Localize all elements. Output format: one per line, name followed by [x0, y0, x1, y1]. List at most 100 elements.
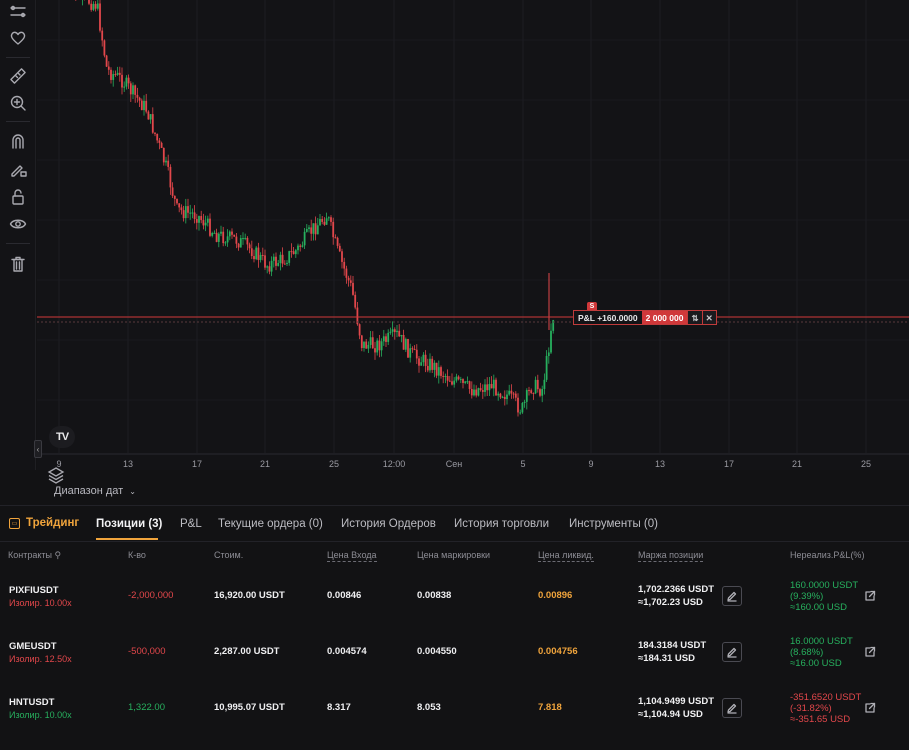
entry-price: 0.00846 [327, 590, 362, 601]
tab-open-orders[interactable]: Текущие ордера (0) [218, 518, 323, 530]
tab-trading-label: Трейдинг [26, 517, 80, 529]
contract-symbol[interactable]: GMEUSDT [9, 641, 57, 652]
unrealized-pnl: 160.0000 USDT (9.39%) ≈160.00 USD [790, 580, 858, 613]
candlestick-canvas[interactable] [37, 0, 909, 470]
tradingview-logo[interactable]: TV [49, 426, 75, 448]
share-link-icon[interactable] [864, 645, 878, 659]
x-axis-tick: 9 [56, 459, 62, 469]
panel-tabs: ▭ Трейдинг Позиции (3) P&L Текущие ордер… [0, 506, 909, 542]
position-value: 2,287.00 USDT [214, 646, 280, 657]
position-qty: -500,000 [128, 646, 166, 657]
x-axis-tick: 13 [654, 459, 666, 469]
pencil-lock-icon[interactable] [8, 159, 28, 179]
header-contracts[interactable]: Контракты ⚲ [8, 550, 62, 560]
unlock-icon[interactable] [8, 187, 28, 207]
liq-price: 7.818 [538, 702, 562, 713]
header-liq-price[interactable]: Цена ликвид. [538, 550, 594, 562]
x-axis-tick: 17 [191, 459, 203, 469]
ruler-lines-icon[interactable] [8, 2, 28, 22]
x-axis-tick: 13 [122, 459, 134, 469]
position-row[interactable]: GMEUSDT Изолир. 12.50x -500,000 2,287.00 US… [0, 634, 909, 690]
share-link-icon[interactable] [864, 701, 878, 715]
x-axis-tick: Сен [445, 459, 463, 469]
date-range-label: Диапазон дат [54, 485, 124, 497]
header-margin[interactable]: Маржа позиции [638, 550, 704, 562]
active-tab-indicator [96, 538, 158, 540]
sell-marker: S [587, 302, 597, 312]
position-value: 10,995.07 USDT [214, 702, 285, 713]
eye-icon[interactable] [8, 214, 28, 234]
margin-value: 184.3184 USDT [638, 640, 707, 651]
margin-mode[interactable]: Изолир. 10.00x [9, 598, 72, 608]
margin-mode[interactable]: Изолир. 12.50x [9, 654, 72, 664]
unrealized-pnl-percent: (8.68%) [790, 647, 824, 658]
pin-icon: ⚲ [54, 550, 62, 560]
tab-order-history[interactable]: История Ордеров [341, 518, 436, 530]
trading-icon: ▭ [9, 517, 20, 529]
share-link-icon[interactable] [864, 589, 878, 603]
x-axis-tick: 5 [520, 459, 526, 469]
entry-price: 0.004574 [327, 646, 367, 657]
position-qty: 1,322.00 [128, 702, 165, 713]
margin-value: 1,702.2366 USDT [638, 584, 715, 595]
entry-price: 8.317 [327, 702, 351, 713]
close-position-icon[interactable]: ✕ [701, 311, 716, 324]
layers-icon[interactable] [47, 466, 65, 484]
unrealized-pnl-usd: ≈160.00 USD [790, 602, 847, 613]
unrealized-pnl-usdt: -351.6520 USDT [790, 692, 862, 703]
contract-symbol[interactable]: PIXFIUSDT [9, 585, 59, 596]
margin-usd: ≈1,702.23 USD [638, 597, 703, 608]
unrealized-pnl-usd: ≈16.00 USD [790, 658, 842, 669]
tab-positions[interactable]: Позиции (3) [96, 518, 163, 530]
x-axis-tick: 25 [860, 459, 872, 469]
pencil-icon [727, 591, 737, 602]
position-label[interactable]: P&L +160.0000 2 000 000 ⇅ ✕ [573, 310, 717, 325]
zoom-in-icon[interactable] [8, 93, 28, 113]
position-value: 16,920.00 USDT [214, 590, 285, 601]
x-axis-tick: 9 [588, 459, 594, 469]
position-qty: -2,000,000 [128, 590, 174, 601]
drawing-toolbar [0, 0, 36, 470]
tab-pnl[interactable]: P&L [180, 518, 202, 530]
trash-icon[interactable] [8, 254, 28, 274]
mark-price: 0.004550 [417, 646, 457, 657]
contract-symbol[interactable]: HNTUSDT [9, 697, 55, 708]
edit-margin-button[interactable] [722, 586, 742, 606]
collapse-toolbar-button[interactable]: ‹ [34, 440, 42, 458]
unrealized-pnl: -351.6520 USDT (-31.82%) ≈-351.65 USD [790, 692, 861, 725]
edit-margin-button[interactable] [722, 642, 742, 662]
magnet-icon[interactable] [8, 131, 28, 151]
mark-price: 0.00838 [417, 590, 452, 601]
date-range-selector[interactable]: Диапазон дат ⌄ [54, 485, 136, 497]
margin-usd: ≈184.31 USD [638, 653, 695, 664]
x-axis-tick: 17 [723, 459, 735, 469]
position-row[interactable]: PIXFIUSDT Изолир. 10.00x -2,000,000 16,920.… [0, 578, 909, 634]
x-axis-tick: 25 [328, 459, 340, 469]
unrealized-pnl-usdt: 160.0000 USDT [790, 580, 859, 591]
margin-usd: ≈1,104.94 USD [638, 709, 703, 720]
unrealized-pnl-usd: ≈-351.65 USD [790, 714, 851, 725]
margin-mode[interactable]: Изолир. 10.00x [9, 710, 72, 720]
header-unrealized-pnl: Нереализ.P&L(%) [790, 550, 865, 560]
tab-instruments[interactable]: Инструменты (0) [569, 518, 658, 530]
heart-icon[interactable] [8, 28, 28, 48]
unrealized-pnl-usdt: 16.0000 USDT [790, 636, 853, 647]
tab-trade-history[interactable]: История торговли [454, 518, 550, 530]
reverse-position-icon[interactable]: ⇅ [687, 311, 702, 324]
edit-margin-button[interactable] [722, 698, 742, 718]
header-entry-price[interactable]: Цена Входа [327, 550, 377, 562]
unrealized-pnl: 16.0000 USDT (8.68%) ≈16.00 USD [790, 636, 853, 669]
chevron-down-icon: ⌄ [129, 487, 136, 496]
x-axis-tick: 12:00 [382, 459, 406, 469]
price-chart[interactable]: 9 13 17 21 25 12:00 Сен 5 9 13 17 21 25 S TV ‹ [34, 0, 909, 484]
trading-panel: ▭ Трейдинг Позиции (3) P&L Текущие ордер… [0, 505, 909, 750]
ruler-icon[interactable] [8, 66, 28, 86]
x-axis-tick: 21 [259, 459, 271, 469]
position-row[interactable]: HNTUSDT Изолир. 10.00x 1,322.00 10,995.07 U… [0, 690, 909, 746]
header-qty: К-во [128, 550, 146, 560]
mark-price: 8.053 [417, 702, 441, 713]
tab-trading[interactable]: ▭ Трейдинг [9, 517, 79, 529]
pencil-icon [727, 703, 737, 714]
liq-price: 0.00896 [538, 590, 573, 601]
